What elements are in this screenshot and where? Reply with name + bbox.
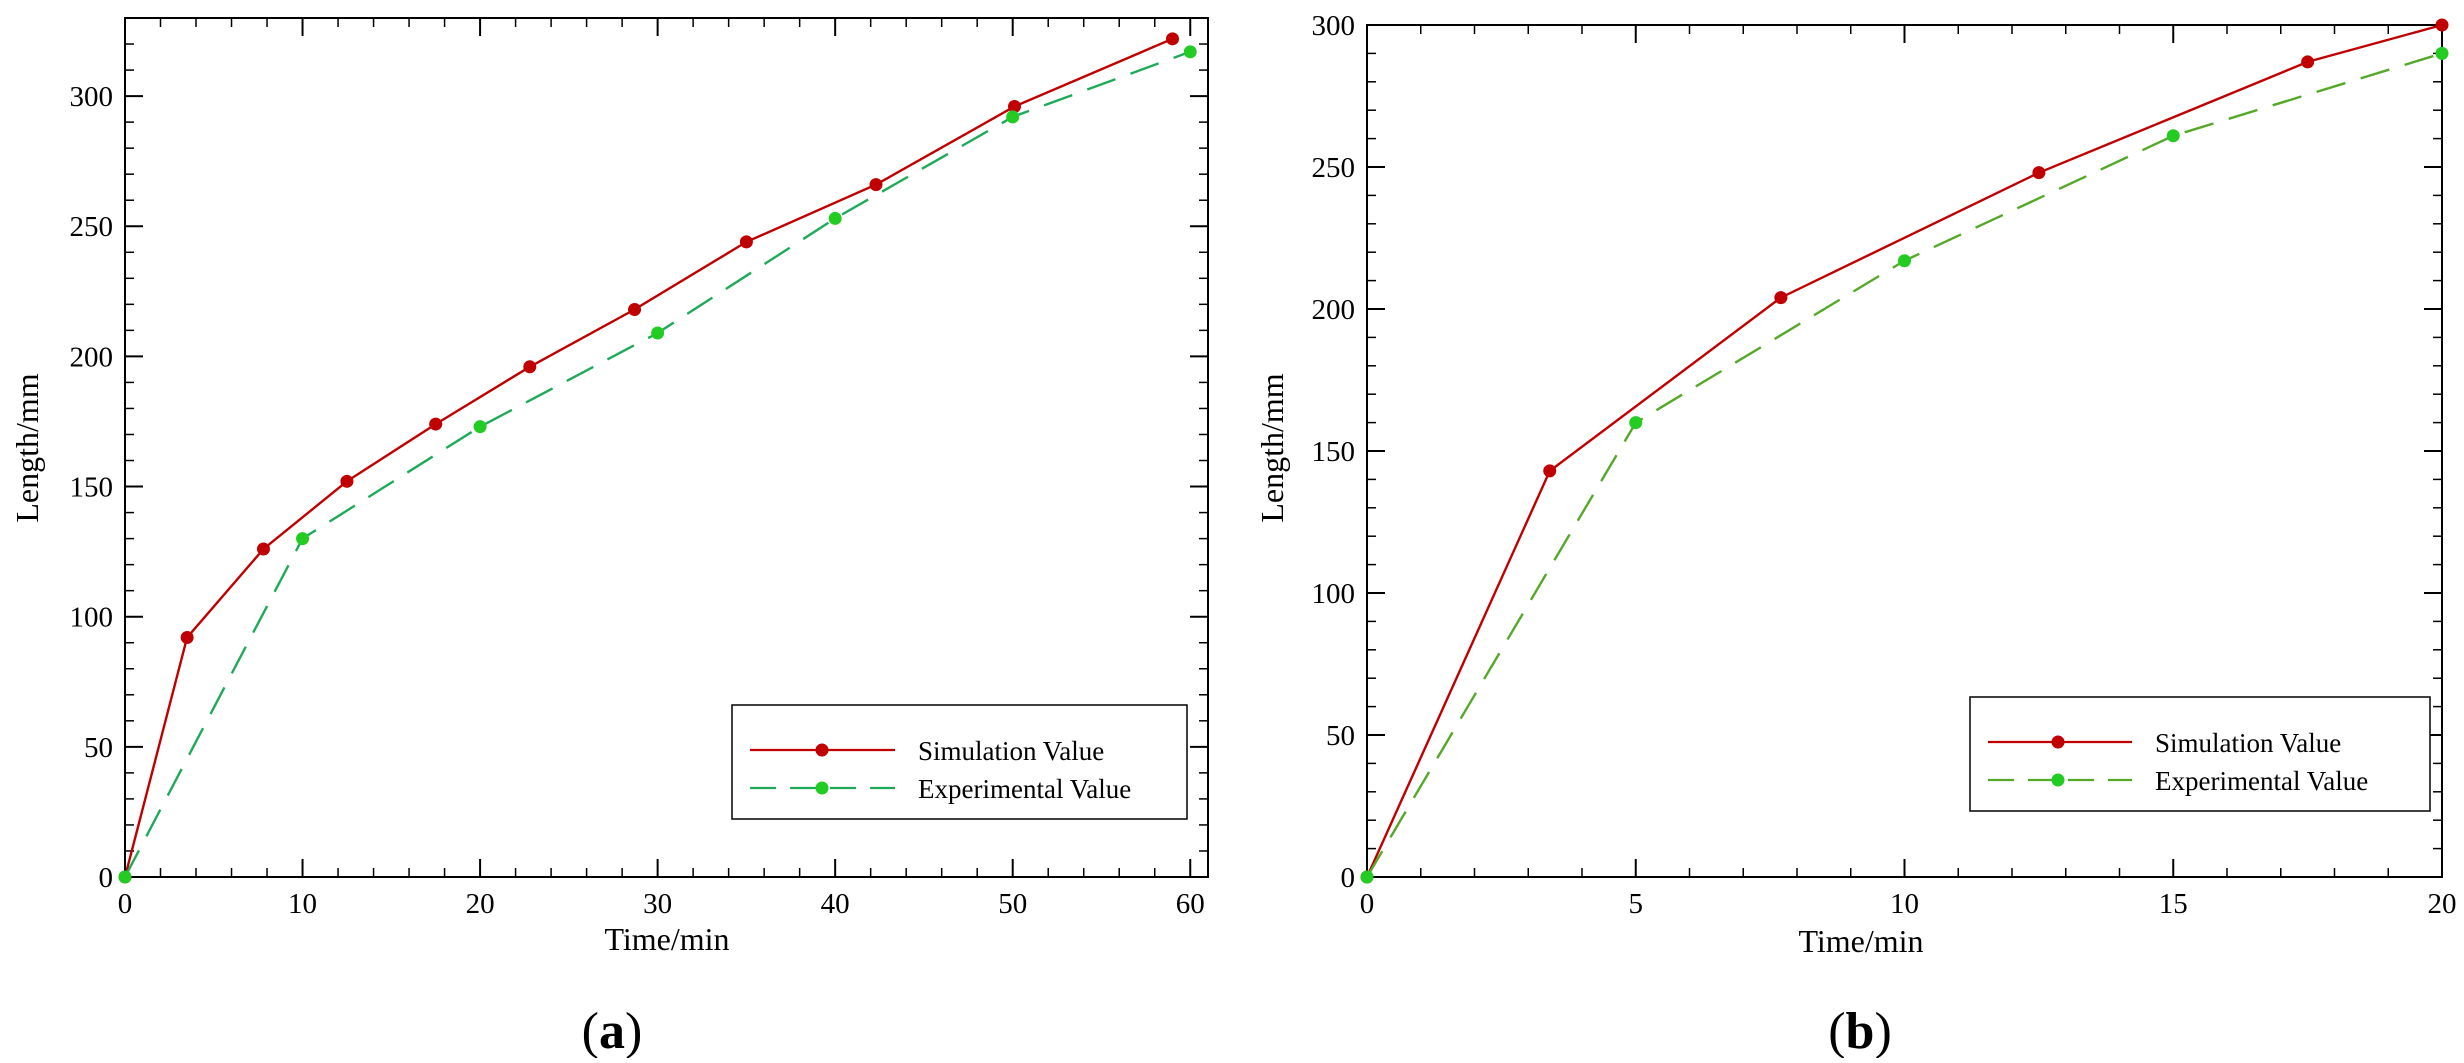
x-tick-label: 30 (643, 888, 672, 920)
series-a (118, 32, 1197, 884)
legend-label-experimental-a: Experimental Value (918, 774, 1131, 804)
data-point-simulation (340, 474, 354, 488)
data-point-simulation (2301, 55, 2315, 69)
legend-box-a (731, 704, 1188, 820)
data-point-experimental (1629, 416, 1643, 430)
x-tick-label: 10 (1890, 888, 1919, 920)
legend-marker-simulation-b (2051, 735, 2065, 749)
data-point-experimental (1183, 45, 1197, 59)
legend-b: Simulation Value Experimental Value (1969, 696, 2431, 812)
tick-marks-b (1366, 24, 2443, 878)
y-tick-label: 50 (1326, 720, 1355, 752)
legend-box-b (1969, 696, 2431, 812)
x-tick-label: 60 (1176, 888, 1205, 920)
caption-open-a: ( (582, 1003, 599, 1058)
legend-label-simulation-b: Simulation Value (2155, 728, 2341, 758)
legend-marker-experimental-a (815, 781, 829, 795)
x-tick-label: 5 (1629, 888, 1644, 920)
legend-a: Simulation Value Experimental Value (731, 704, 1188, 820)
data-point-experimental (1360, 870, 1374, 884)
x-axis-label-a: Time/min (604, 921, 729, 957)
data-point-simulation (180, 631, 194, 645)
series-b (1360, 18, 2449, 884)
y-tick-label: 150 (70, 472, 114, 504)
caption-letter-b: b (1846, 1003, 1875, 1058)
x-tick-label: 0 (118, 888, 133, 920)
data-point-experimental (2166, 129, 2180, 143)
x-tick-label: 0 (1360, 888, 1375, 920)
data-point-simulation (1543, 464, 1557, 478)
x-tick-label: 15 (2159, 888, 2188, 920)
x-tick-label: 20 (466, 888, 495, 920)
caption-close-a: ) (625, 1003, 642, 1058)
x-tick-label: 20 (2428, 888, 2457, 920)
data-point-simulation (256, 542, 270, 556)
data-point-experimental (2435, 46, 2449, 60)
data-point-simulation (1007, 100, 1021, 114)
y-tick-label: 300 (70, 81, 114, 113)
x-axis-label-b: Time/min (1798, 923, 1923, 959)
y-tick-label: 50 (84, 732, 113, 764)
legend-label-simulation-a: Simulation Value (918, 736, 1104, 766)
y-tick-label: 0 (1341, 862, 1356, 894)
y-axis-label-b: Length/mm (1254, 373, 1290, 522)
legend-marker-experimental-b (2051, 773, 2065, 787)
data-point-simulation (1774, 291, 1788, 305)
plot-frame (124, 17, 1209, 878)
tick-labels-a: 0 10 20 30 40 50 60 0 50 100 150 200 250 300 (70, 81, 1205, 920)
data-point-simulation (628, 303, 642, 317)
data-point-experimental (1006, 110, 1020, 124)
y-tick-label: 200 (1312, 294, 1356, 326)
y-tick-label: 100 (70, 602, 114, 634)
data-point-simulation (2032, 166, 2046, 180)
data-point-simulation (739, 235, 753, 249)
series-line-simulation (1365, 23, 2443, 878)
caption-close-b: ) (1874, 1003, 1891, 1058)
y-tick-label: 200 (70, 341, 114, 373)
data-point-experimental (296, 532, 310, 546)
caption-a: (a) (582, 1003, 643, 1058)
data-point-simulation (429, 417, 443, 431)
chart-panel-a: 0 10 20 30 40 50 60 0 50 100 150 200 250 300 Time/min… (9, 17, 1209, 1060)
caption-letter-a: a (599, 1003, 625, 1058)
x-tick-label: 40 (821, 888, 850, 920)
data-point-simulation (523, 360, 537, 374)
data-point-experimental (828, 211, 842, 225)
caption-b: (b) (1828, 1003, 1892, 1058)
data-point-simulation (2435, 18, 2449, 32)
y-tick-label: 300 (1312, 10, 1356, 42)
legend-marker-simulation-a (815, 743, 829, 757)
x-tick-label: 10 (288, 888, 317, 920)
y-tick-label: 0 (99, 862, 114, 894)
data-point-experimental (1898, 254, 1911, 268)
y-tick-label: 150 (1312, 436, 1356, 468)
y-tick-label: 100 (1312, 578, 1356, 610)
axes-frame-a (124, 17, 1209, 878)
tick-marks-a (124, 17, 1208, 878)
data-point-simulation (1165, 32, 1179, 46)
y-tick-label: 250 (70, 211, 114, 243)
legend-label-experimental-b: Experimental Value (2155, 766, 2368, 796)
data-point-simulation (869, 178, 883, 192)
data-point-experimental (118, 870, 132, 884)
y-axis-label-a: Length/mm (9, 373, 45, 522)
data-point-experimental (651, 326, 665, 340)
y-tick-label: 250 (1312, 152, 1356, 184)
x-tick-label: 50 (998, 888, 1027, 920)
data-point-experimental (473, 420, 487, 434)
caption-open-b: ( (1828, 1003, 1845, 1058)
